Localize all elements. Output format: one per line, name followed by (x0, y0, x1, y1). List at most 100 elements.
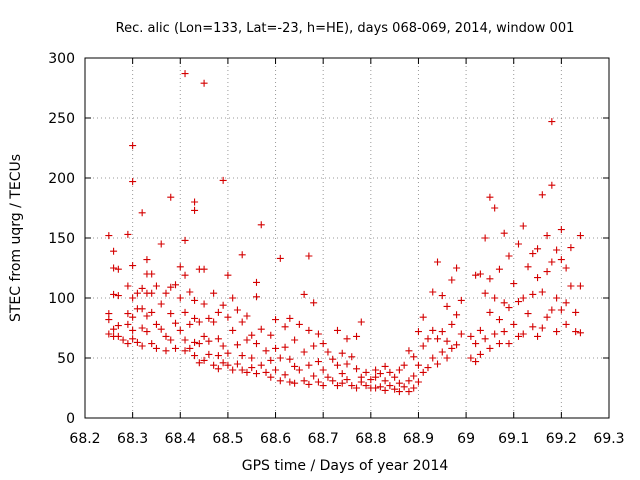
data-point (343, 376, 351, 384)
data-point (305, 380, 313, 388)
data-point (205, 314, 213, 322)
data-point (191, 206, 199, 214)
data-point (291, 362, 299, 370)
data-point (167, 193, 175, 201)
data-point (157, 325, 165, 333)
data-point (338, 370, 346, 378)
data-point (138, 305, 146, 313)
data-point (486, 344, 494, 352)
data-point (286, 378, 294, 386)
data-point (124, 320, 132, 328)
data-point (505, 252, 513, 260)
data-point (457, 296, 465, 304)
data-point (519, 294, 527, 302)
data-point (453, 264, 461, 272)
y-tick-label: 200 (48, 171, 75, 187)
data-point (252, 340, 260, 348)
y-tick-label: 150 (48, 231, 75, 247)
data-point (181, 236, 189, 244)
data-point (243, 368, 251, 376)
x-tick-label: 69.2 (546, 431, 577, 447)
data-point (124, 282, 132, 290)
data-point (434, 360, 442, 368)
data-point (405, 347, 413, 355)
data-point (310, 372, 318, 380)
data-point (438, 348, 446, 356)
data-point (129, 313, 137, 321)
data-point (314, 330, 322, 338)
data-point (443, 337, 451, 345)
data-point (105, 316, 113, 324)
data-point (172, 319, 180, 327)
data-point (181, 347, 189, 355)
data-point (129, 262, 137, 270)
data-point (224, 349, 232, 357)
data-point (362, 368, 370, 376)
data-point (329, 377, 337, 385)
data-point (524, 263, 532, 271)
data-point (133, 338, 141, 346)
data-point (543, 313, 551, 321)
data-point (219, 176, 227, 184)
data-point (286, 314, 294, 322)
data-point (395, 388, 403, 396)
data-point (148, 270, 156, 278)
data-point (310, 342, 318, 350)
data-point (391, 385, 399, 393)
data-point (162, 347, 170, 355)
data-point (543, 232, 551, 240)
data-point (443, 302, 451, 310)
data-point (172, 281, 180, 289)
data-point (481, 234, 489, 242)
data-point (248, 364, 256, 372)
data-point (252, 370, 260, 378)
data-point (157, 300, 165, 308)
data-point (562, 320, 570, 328)
x-tick-label: 69.3 (593, 431, 624, 447)
data-point (305, 361, 313, 369)
data-point (538, 288, 546, 296)
data-point (372, 366, 380, 374)
data-point (367, 376, 375, 384)
data-point (181, 308, 189, 316)
data-point (519, 330, 527, 338)
data-point (124, 230, 132, 238)
data-point (133, 289, 141, 297)
data-point (172, 344, 180, 352)
x-tick-label: 68.6 (260, 431, 291, 447)
data-point (114, 292, 122, 300)
data-point (210, 289, 218, 297)
data-point (486, 275, 494, 283)
data-point (124, 340, 132, 348)
data-point (519, 222, 527, 230)
data-point (481, 335, 489, 343)
x-tick-label: 68.5 (212, 431, 243, 447)
data-point (472, 340, 480, 348)
data-point (514, 240, 522, 248)
data-point (319, 340, 327, 348)
data-point (233, 306, 241, 314)
data-point (191, 314, 199, 322)
data-point (214, 352, 222, 360)
data-point (214, 308, 222, 316)
data-point (476, 350, 484, 358)
data-point (176, 326, 184, 334)
data-point (495, 265, 503, 273)
data-point (276, 354, 284, 362)
data-point (219, 359, 227, 367)
data-point (510, 320, 518, 328)
data-points (105, 70, 584, 396)
data-point (291, 379, 299, 387)
data-point (191, 338, 199, 346)
data-point (491, 330, 499, 338)
data-point (257, 361, 265, 369)
data-point (167, 310, 175, 318)
data-point (548, 181, 556, 189)
data-point (376, 370, 384, 378)
data-point (453, 311, 461, 319)
data-point (181, 271, 189, 279)
data-point (276, 377, 284, 385)
data-point (148, 340, 156, 348)
data-point (229, 366, 237, 374)
data-point (524, 310, 532, 318)
